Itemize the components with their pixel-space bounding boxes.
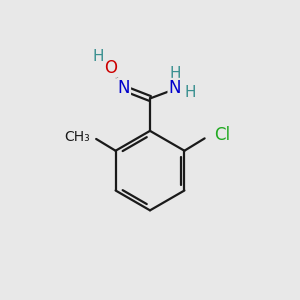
Text: H: H xyxy=(169,66,181,81)
Text: H: H xyxy=(184,85,196,100)
Text: Cl: Cl xyxy=(214,126,230,144)
Text: H: H xyxy=(92,49,103,64)
Text: N: N xyxy=(169,79,181,97)
Text: CH₃: CH₃ xyxy=(64,130,90,144)
Text: N: N xyxy=(117,79,130,97)
Text: O: O xyxy=(104,58,117,76)
